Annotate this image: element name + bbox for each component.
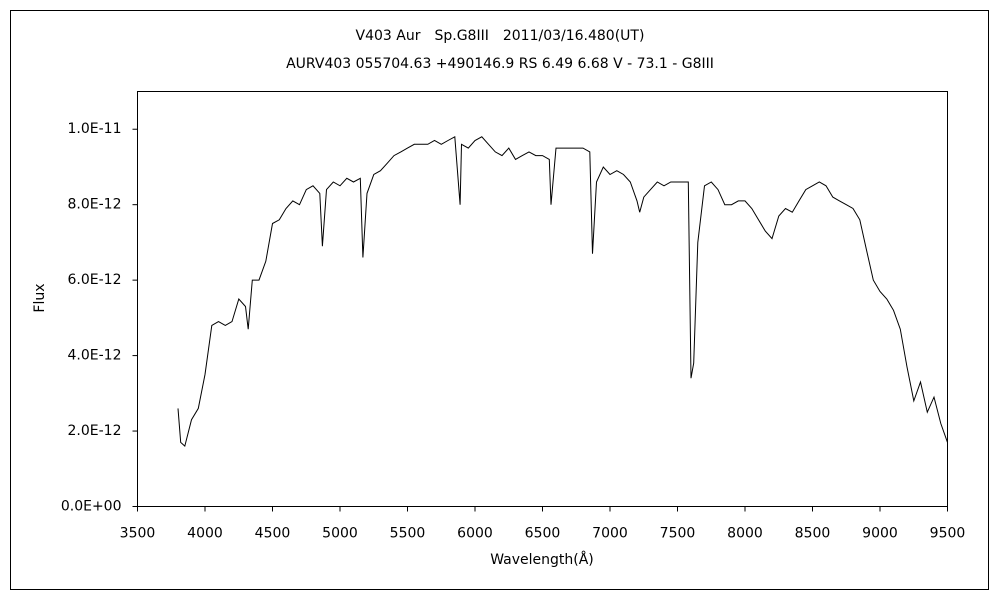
y-tick-label: 4.0E-12 <box>68 348 122 364</box>
x-tick-label: 5500 <box>390 526 426 542</box>
spectrum-line <box>177 135 948 448</box>
x-tick-label: 4000 <box>187 526 223 542</box>
plot-area <box>137 91 948 507</box>
x-tick-label: 3500 <box>120 526 156 542</box>
x-tick-label: 5000 <box>322 526 358 542</box>
x-tick-label: 6500 <box>525 526 561 542</box>
y-tick-label: 1.0E-11 <box>68 121 122 137</box>
y-axis-label: Flux <box>32 283 48 312</box>
x-tick-label: 9000 <box>862 526 898 542</box>
y-tick-label: 0.0E+00 <box>61 499 122 515</box>
x-tick-label: 7000 <box>592 526 628 542</box>
chart-subtitle: AURV403 055704.63 +490146.9 RS 6.49 6.68… <box>286 56 714 72</box>
x-tick-label: 8500 <box>795 526 831 542</box>
y-tick-label: 2.0E-12 <box>68 423 122 439</box>
x-tick-label: 8000 <box>727 526 763 542</box>
y-tick-label: 8.0E-12 <box>68 197 122 213</box>
x-tick-label: 9500 <box>930 526 966 542</box>
chart-title: V403 Aur Sp.G8III 2011/03/16.480(UT) <box>356 28 645 44</box>
y-tick-label: 6.0E-12 <box>68 272 122 288</box>
x-axis-label: Wavelength(Å) <box>490 551 594 568</box>
x-tick-label: 7500 <box>660 526 696 542</box>
x-tick-label: 6000 <box>457 526 493 542</box>
x-tick-label: 4500 <box>255 526 291 542</box>
